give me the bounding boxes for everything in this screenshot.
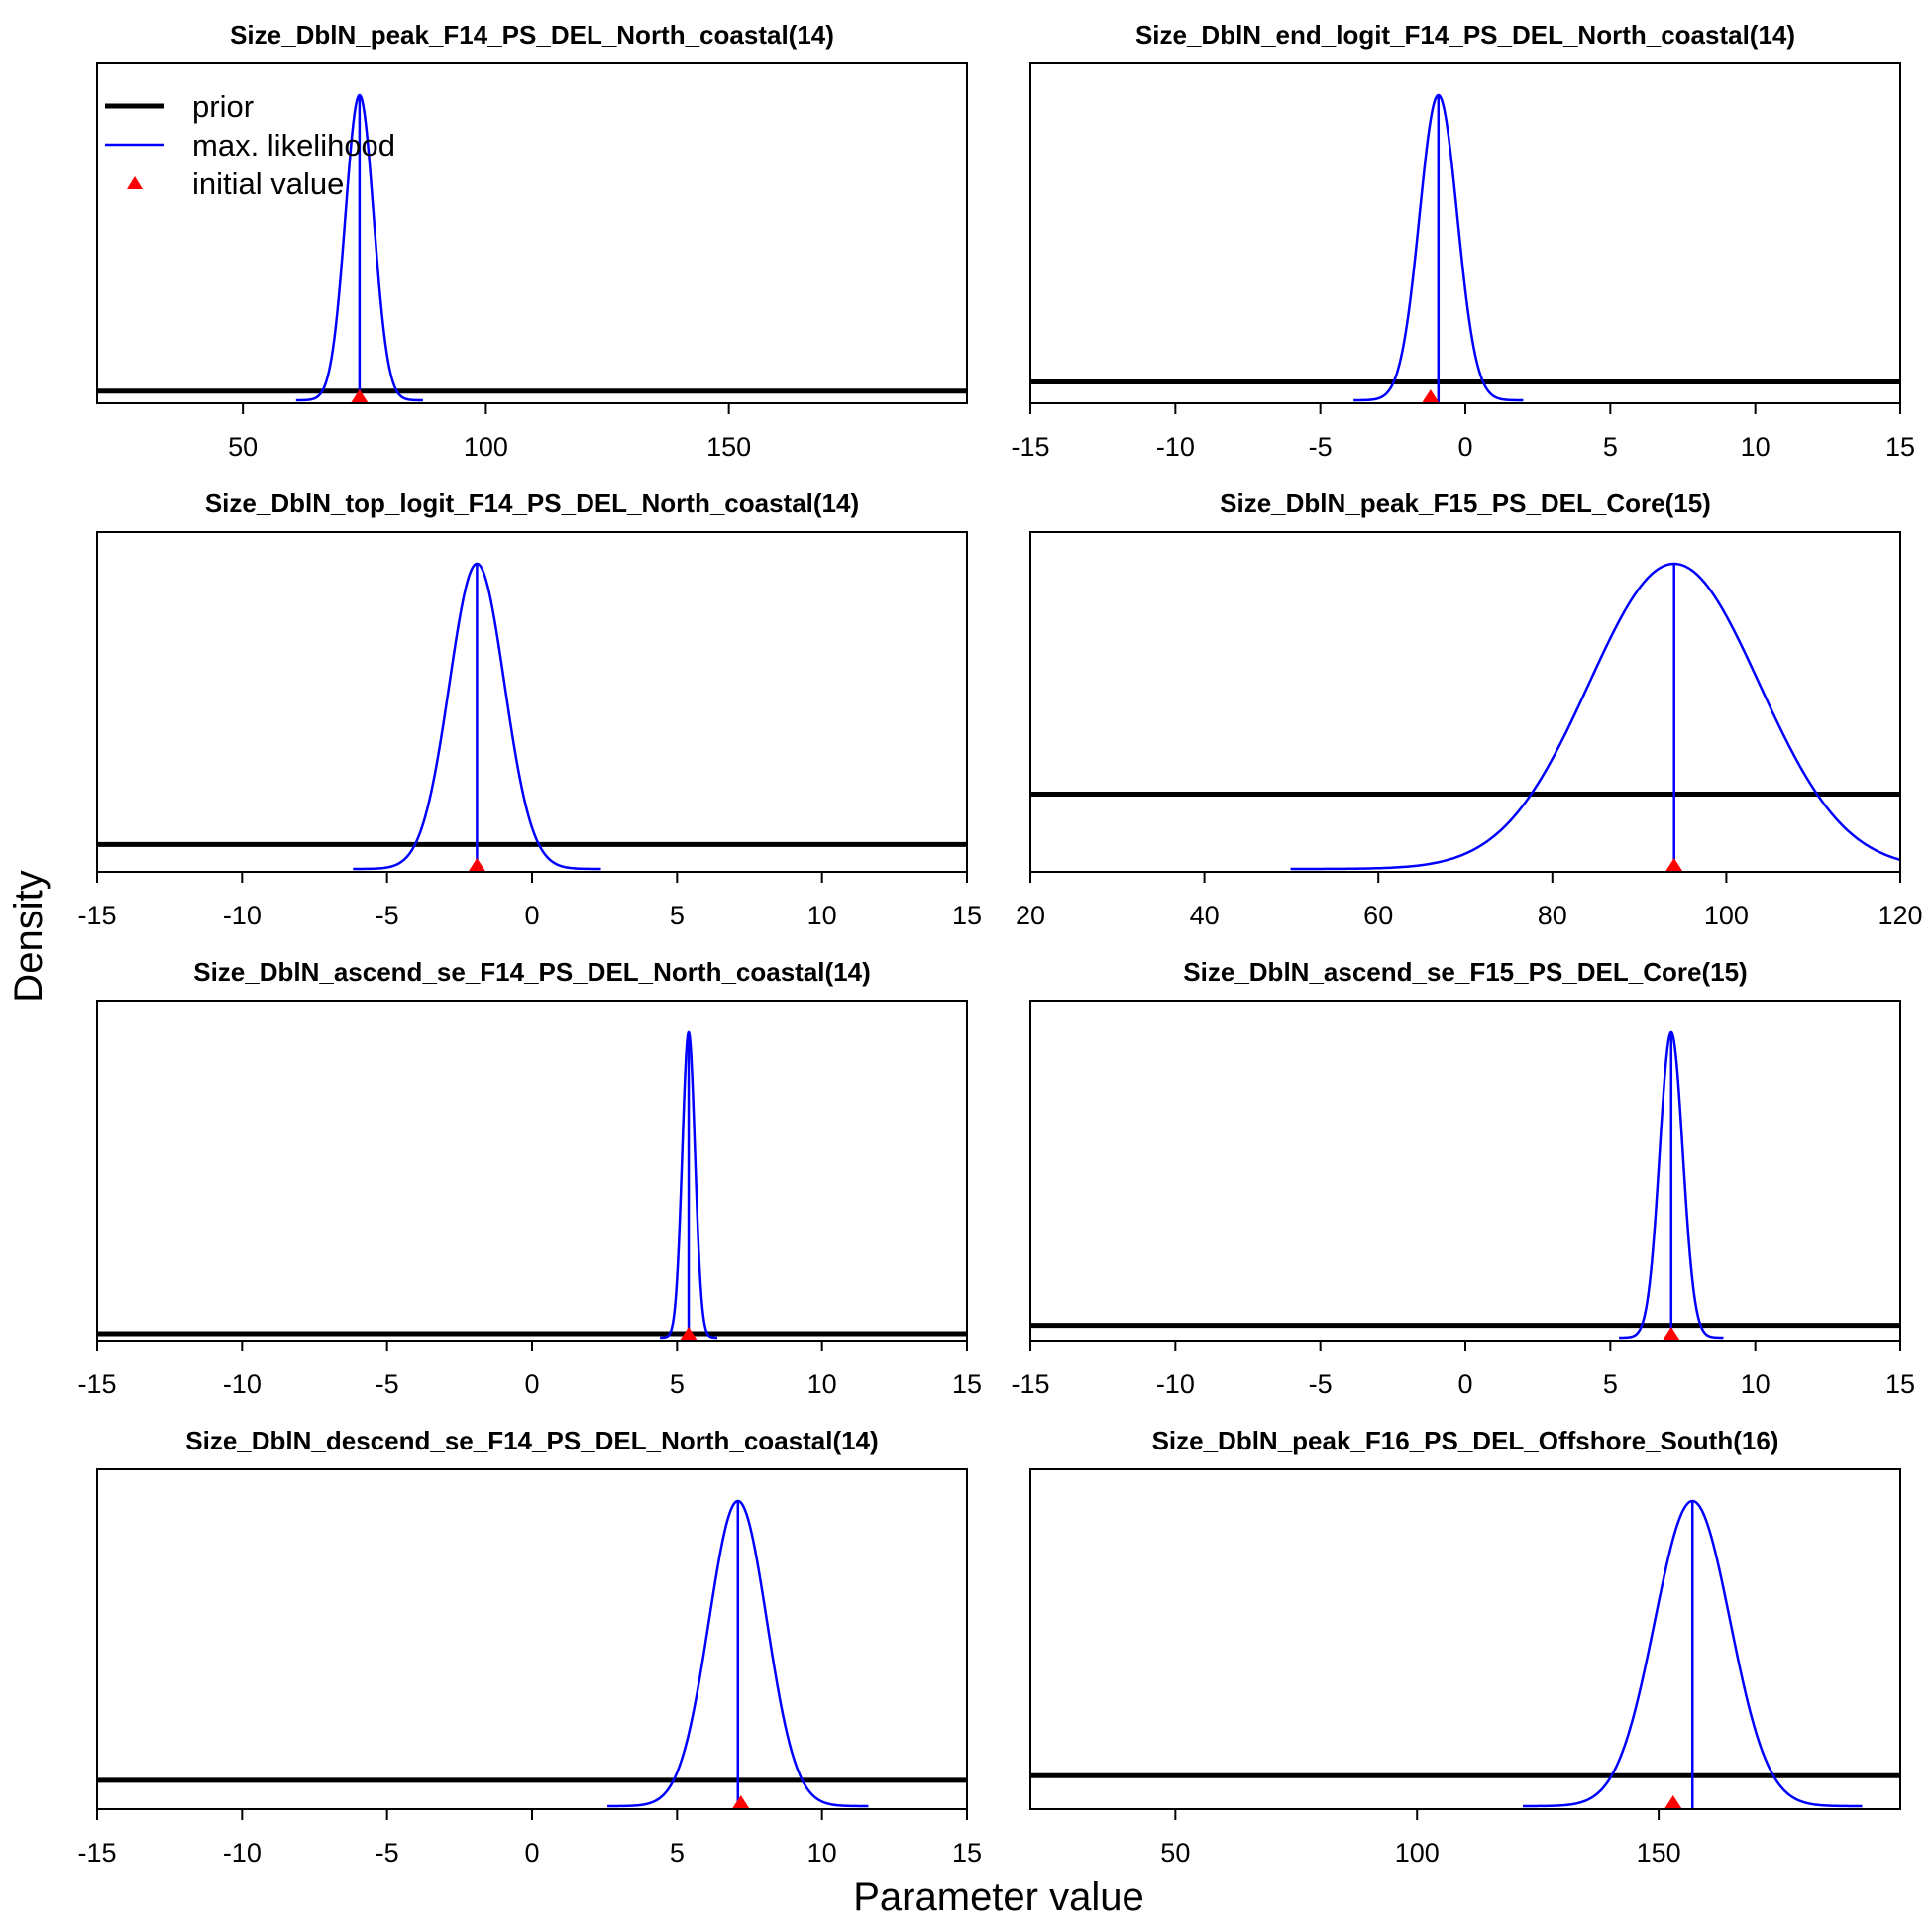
panel-2: Size_DblN_end_logit_F14_PS_DEL_North_coa… [1011, 20, 1915, 462]
x-tick-label: 20 [1016, 901, 1045, 930]
panel-8: Size_DblN_peak_F16_PS_DEL_Offshore_South… [1029, 1426, 1901, 1868]
plot-frame [96, 62, 968, 404]
plot-frame [1029, 1000, 1901, 1342]
x-tick-label: 60 [1363, 901, 1393, 930]
x-tick-label: 5 [670, 901, 685, 930]
legend-label-prior: prior [192, 89, 254, 124]
x-tick-label: -5 [376, 901, 399, 930]
x-tick-label: 15 [952, 1369, 982, 1399]
x-tick-label: 50 [1160, 1838, 1190, 1868]
x-tick-label: -5 [376, 1838, 399, 1868]
x-tick-label: -10 [223, 1838, 262, 1868]
x-tick-label: -15 [77, 1838, 116, 1868]
plot-frame [96, 1468, 968, 1810]
mle-curve [1290, 562, 1901, 871]
initial-value-marker [350, 389, 369, 403]
x-tick-label: 5 [1603, 1369, 1618, 1399]
panel-title: Size_DblN_top_logit_F14_PS_DEL_North_coa… [205, 488, 859, 518]
panel-title: Size_DblN_peak_F16_PS_DEL_Offshore_South… [1152, 1426, 1779, 1455]
y-axis-label: Density [7, 870, 51, 1002]
x-tick-label: -15 [77, 901, 116, 930]
initial-value-marker [1664, 1795, 1682, 1809]
legend-initial-swatch [127, 176, 143, 189]
x-tick-label: 0 [1457, 1369, 1472, 1399]
initial-value-marker [1664, 858, 1683, 872]
panel-title: Size_DblN_peak_F15_PS_DEL_Core(15) [1220, 488, 1711, 518]
x-tick-label: 5 [670, 1369, 685, 1399]
x-tick-label: 100 [1395, 1838, 1440, 1868]
x-tick-label: -10 [1156, 432, 1195, 462]
x-tick-label: 150 [706, 432, 751, 462]
panel-4: Size_DblN_peak_F15_PS_DEL_Core(15) 20 40 60… [1016, 488, 1923, 930]
legend-label-initial: initial value [192, 166, 344, 201]
panel-title: Size_DblN_ascend_se_F15_PS_DEL_Core(15) [1183, 957, 1747, 987]
panel-3: Size_DblN_top_logit_F14_PS_DEL_North_coa… [77, 488, 982, 930]
panels-group: Size_DblN_peak_F14_PS_DEL_North_coastal(… [77, 20, 1922, 1868]
x-tick-label: 15 [1885, 1369, 1915, 1399]
x-tick-label: 0 [1457, 432, 1472, 462]
plot-frame [1029, 1468, 1901, 1810]
x-tick-label: 15 [952, 901, 982, 930]
x-tick-label: 40 [1190, 901, 1220, 930]
initial-value-marker [680, 1327, 698, 1341]
x-tick-label: 10 [807, 1369, 837, 1399]
panel-title: Size_DblN_end_logit_F14_PS_DEL_North_coa… [1135, 20, 1795, 50]
x-tick-label: 0 [524, 1369, 539, 1399]
x-tick-label: -10 [223, 1369, 262, 1399]
initial-value-marker [731, 1795, 750, 1809]
x-tick-label: 15 [952, 1838, 982, 1868]
legend-label-mle: max. likelihood [192, 128, 395, 162]
initial-value-marker [468, 858, 486, 872]
x-tick-label: 0 [524, 1838, 539, 1868]
panel-title: Size_DblN_peak_F14_PS_DEL_North_coastal(… [230, 20, 834, 50]
x-tick-label: 50 [228, 432, 258, 462]
panel-6: Size_DblN_ascend_se_F15_PS_DEL_Core(15) -… [1011, 957, 1915, 1399]
plot-frame [96, 531, 968, 873]
x-tick-label: -15 [1011, 432, 1049, 462]
x-tick-label: 15 [1885, 432, 1915, 462]
panel-5: Size_DblN_ascend_se_F14_PS_DEL_North_coa… [77, 957, 982, 1399]
x-tick-label: 120 [1878, 901, 1922, 930]
x-tick-label: -5 [1309, 1369, 1333, 1399]
legend: prior max. likelihood initial value [105, 89, 395, 201]
x-tick-label: 150 [1637, 1838, 1681, 1868]
x-tick-label: -15 [77, 1369, 116, 1399]
x-tick-label: -10 [223, 901, 262, 930]
plot-frame [96, 1000, 968, 1342]
x-tick-label: -15 [1011, 1369, 1049, 1399]
initial-value-marker [1421, 389, 1440, 403]
panel-title: Size_DblN_descend_se_F14_PS_DEL_North_co… [185, 1426, 878, 1455]
x-tick-label: -5 [1309, 432, 1333, 462]
x-tick-label: 80 [1538, 901, 1567, 930]
x-tick-label: 10 [1741, 1369, 1771, 1399]
x-axis-label: Parameter value [853, 1876, 1143, 1919]
plot-frame [1029, 531, 1901, 873]
plot-frame [1029, 62, 1901, 404]
x-tick-label: 100 [1704, 901, 1749, 930]
x-tick-label: 10 [807, 901, 837, 930]
x-tick-label: 0 [524, 901, 539, 930]
x-tick-label: 100 [464, 432, 508, 462]
panel-1: Size_DblN_peak_F14_PS_DEL_North_coastal(… [96, 20, 968, 462]
x-tick-label: 10 [1741, 432, 1771, 462]
initial-value-marker [1662, 1327, 1680, 1341]
panel-title: Size_DblN_ascend_se_F14_PS_DEL_North_coa… [193, 957, 871, 987]
x-tick-label: 10 [807, 1838, 837, 1868]
x-tick-label: 5 [670, 1838, 685, 1868]
x-tick-label: -5 [376, 1369, 399, 1399]
panel-7: Size_DblN_descend_se_F14_PS_DEL_North_co… [77, 1426, 982, 1868]
x-tick-label: -10 [1156, 1369, 1195, 1399]
x-tick-label: 5 [1603, 432, 1618, 462]
